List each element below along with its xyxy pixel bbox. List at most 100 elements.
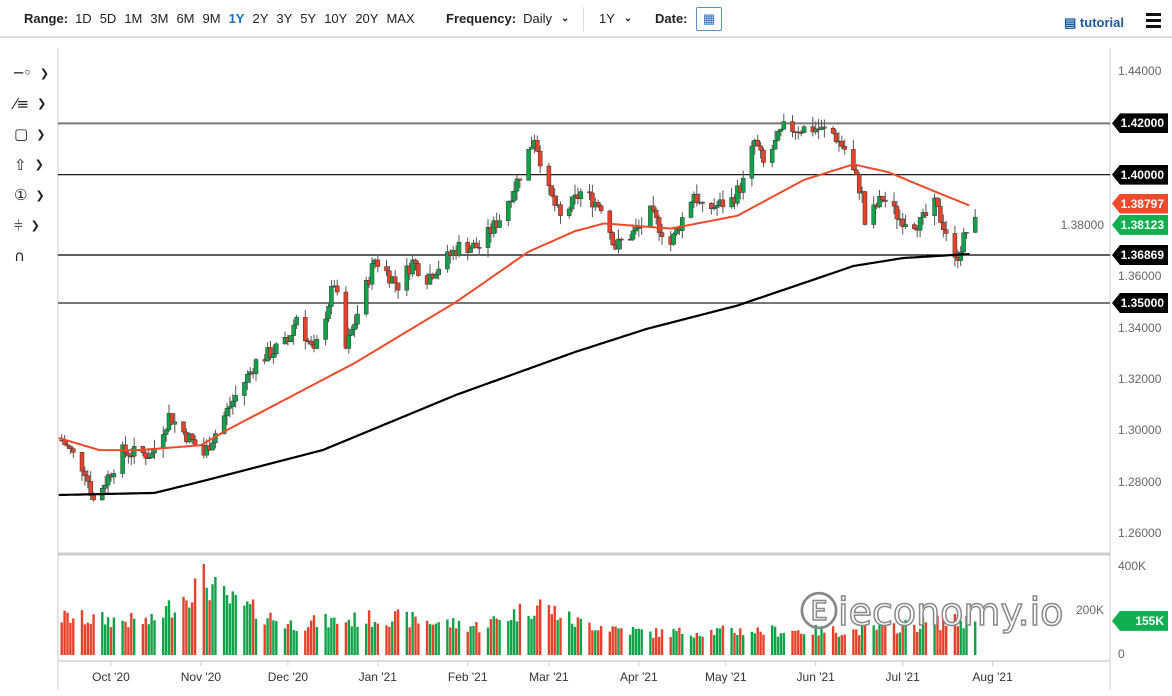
range-5y[interactable]: 5Y xyxy=(300,11,317,26)
range-6m[interactable]: 6M xyxy=(176,11,195,26)
volume-bar xyxy=(527,615,530,655)
range-3m[interactable]: 3M xyxy=(150,11,169,26)
tool-magnet[interactable]: ∩ xyxy=(14,241,54,272)
magnet-icon: ∩ xyxy=(14,247,25,266)
chevron-right-icon[interactable]: ❯ xyxy=(30,219,40,233)
volume-bar xyxy=(594,630,597,655)
volume-bar xyxy=(959,620,962,655)
candle-body xyxy=(720,199,726,208)
volume-bar xyxy=(802,634,806,655)
tool-trendlines[interactable]: ⁄≡ ❯ xyxy=(14,89,54,120)
candle-body xyxy=(569,196,575,210)
volume-bar xyxy=(884,621,887,655)
arrow-up-icon: ⇧ xyxy=(14,155,27,174)
ma50-line xyxy=(58,163,970,452)
volume-bar xyxy=(843,634,846,655)
volume-bar xyxy=(591,630,594,655)
volume-bar xyxy=(66,612,69,655)
volume-bar xyxy=(344,622,348,655)
volume-bar xyxy=(489,619,493,655)
candle-body xyxy=(221,415,227,434)
candle-body xyxy=(656,217,662,233)
menu-icon[interactable] xyxy=(1146,13,1161,31)
range-1m[interactable]: 1M xyxy=(124,11,143,26)
candle-body xyxy=(514,178,520,192)
volume-bar xyxy=(597,630,600,655)
volume-bar xyxy=(913,624,916,655)
volume-bar xyxy=(336,623,339,655)
ieconomy-logo: Ⓔieconomy.io xyxy=(800,590,1063,634)
range-1y[interactable]: 1Y xyxy=(228,11,245,26)
price-tick-label: 1.26000 xyxy=(1118,526,1162,540)
volume-bar xyxy=(269,612,272,655)
candle-body xyxy=(891,201,897,207)
volume-bar xyxy=(568,611,571,655)
range-2y[interactable]: 2Y xyxy=(252,11,269,26)
candle-body xyxy=(227,406,233,409)
volume-bar xyxy=(681,633,684,655)
volume-bar xyxy=(251,599,255,655)
volume-bar xyxy=(901,624,904,655)
candle-body xyxy=(163,429,169,435)
tool-arrow[interactable]: ⇧ ❯ xyxy=(14,150,54,181)
range-1d[interactable]: 1D xyxy=(75,11,92,26)
chevron-right-icon[interactable]: ❯ xyxy=(39,66,50,80)
calendar-button[interactable]: ▦ xyxy=(696,7,722,31)
volume-bar xyxy=(478,632,481,655)
volume-bar xyxy=(144,617,147,655)
range-max[interactable]: MAX xyxy=(386,11,415,26)
circled-one-icon: ① xyxy=(14,186,28,205)
candle-body xyxy=(636,227,642,229)
period-selector[interactable]: 1Y ⌄ xyxy=(599,11,632,26)
range-10y[interactable]: 10Y xyxy=(324,11,348,26)
frequency-value[interactable]: Daily xyxy=(523,11,552,26)
chevron-right-icon[interactable]: ❯ xyxy=(34,158,44,172)
volume-bar xyxy=(353,612,356,655)
tool-measure[interactable]: ⫩ ❯ xyxy=(14,211,54,242)
range-20y[interactable]: 20Y xyxy=(355,11,379,26)
volume-bar xyxy=(243,605,246,655)
candle-body xyxy=(291,324,296,336)
candle-body xyxy=(549,185,555,197)
candle-body xyxy=(413,259,418,264)
volume-bar xyxy=(794,630,797,655)
tool-crosshair[interactable]: ─◦ ❯ xyxy=(14,58,54,89)
volume-bar xyxy=(834,632,838,655)
volume-bar xyxy=(753,633,756,655)
volume-bar xyxy=(83,624,87,655)
range-5d[interactable]: 5D xyxy=(99,11,117,26)
tool-rectangle[interactable]: ▢ ❯ xyxy=(14,119,54,150)
volume-bar xyxy=(182,596,185,655)
tool-number[interactable]: ① ❯ xyxy=(14,180,54,211)
period-value[interactable]: 1Y xyxy=(599,11,615,26)
candle-body xyxy=(143,452,149,459)
volume-bar xyxy=(434,623,437,655)
range-9m[interactable]: 9M xyxy=(202,11,221,26)
price-tick-label: 1.30000 xyxy=(1118,423,1162,438)
volume-bar xyxy=(904,619,907,655)
volume-bar xyxy=(266,618,269,655)
chevron-down-icon[interactable]: ⌄ xyxy=(623,13,633,24)
volume-bar xyxy=(750,631,754,655)
range-3y[interactable]: 3Y xyxy=(276,11,293,26)
candle-body xyxy=(943,229,949,234)
chevron-right-icon[interactable]: ❯ xyxy=(37,97,47,111)
candle-body xyxy=(303,317,308,342)
chevron-down-icon[interactable]: ⌄ xyxy=(560,13,570,24)
tutorial-link[interactable]: ▤ tutorial xyxy=(1064,15,1124,31)
candle-body xyxy=(334,285,340,293)
chevron-right-icon[interactable]: ❯ xyxy=(35,188,45,202)
volume-bar xyxy=(475,621,478,655)
candle-body xyxy=(537,151,543,167)
candle-body xyxy=(352,323,357,330)
frequency-selector[interactable]: Frequency: Daily ⌄ xyxy=(446,11,569,26)
volume-bar xyxy=(283,628,287,655)
candle-body xyxy=(526,148,531,181)
volume-bar xyxy=(556,619,559,655)
divider xyxy=(583,7,584,31)
candle-body xyxy=(781,121,787,130)
volume-bar xyxy=(762,634,765,655)
candle-body xyxy=(616,238,621,250)
chevron-right-icon[interactable]: ❯ xyxy=(36,127,46,141)
